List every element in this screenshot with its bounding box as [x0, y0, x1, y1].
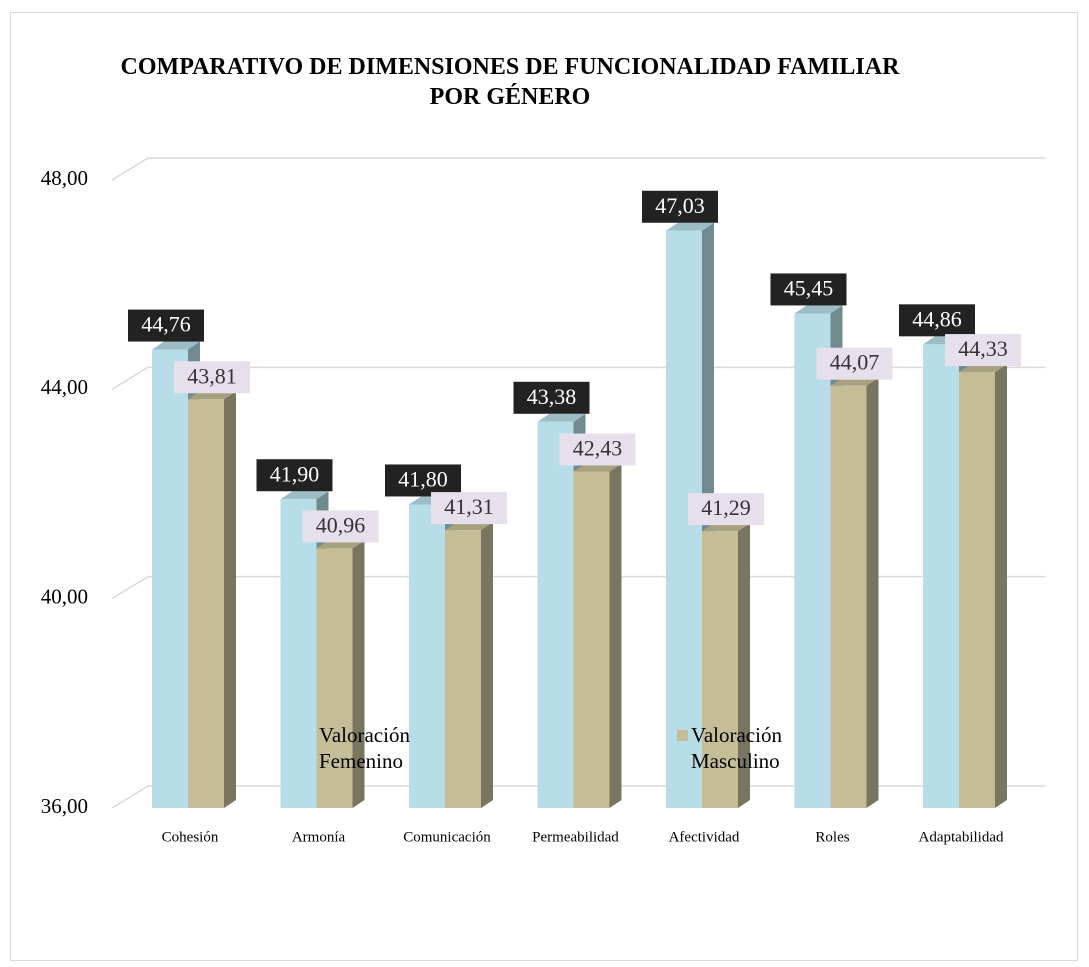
bar-side [352, 540, 365, 808]
bar [188, 391, 236, 808]
data-label: 44,76 [141, 312, 191, 337]
bar [702, 523, 750, 808]
bar-side [609, 463, 622, 808]
y-tick-label: 40,00 [41, 584, 88, 608]
bar-top [152, 341, 200, 350]
legend-label: Valoración Masculino [691, 723, 782, 773]
bar-front [152, 349, 188, 808]
data-label: 47,03 [655, 193, 705, 218]
bar-top [316, 540, 365, 549]
data-label-box [770, 273, 847, 306]
bar-top [280, 491, 329, 500]
data-label-box [174, 361, 250, 394]
data-label-box [688, 493, 764, 526]
bar-front [280, 499, 317, 808]
y-tick-label: 36,00 [41, 794, 88, 818]
x-tick-label: Roles [815, 829, 849, 845]
x-tick-label: Armonía [292, 829, 346, 845]
bar-front [409, 504, 445, 808]
x-tick-label: Adaptabilidad [919, 829, 1004, 845]
bar [445, 522, 493, 808]
x-tick-label: Afectividad [669, 829, 740, 845]
y-tick-label: 48,00 [41, 166, 88, 190]
x-tick-label: Cohesión [162, 829, 219, 845]
data-label: 41,29 [701, 495, 751, 520]
bar-top [666, 222, 714, 231]
data-label-box [513, 381, 590, 414]
bar-front [188, 399, 224, 808]
bar-top [537, 413, 586, 422]
legend-swatch [677, 730, 688, 741]
data-label: 40,96 [316, 512, 366, 537]
data-label: 42,43 [573, 436, 623, 461]
bar-front [830, 385, 867, 808]
chart-title: COMPARATIVO DE DIMENSIONES DE FUNCIONALI… [120, 54, 900, 110]
bar [316, 540, 365, 808]
data-label-box [302, 510, 379, 543]
data-label: 44,86 [912, 306, 962, 331]
data-label: 41,31 [444, 494, 494, 519]
bar-front [959, 372, 995, 808]
bar-side [224, 391, 236, 808]
data-label-box [559, 433, 636, 466]
legend-label: Valoración Femenino [319, 723, 410, 773]
data-label-box [899, 304, 975, 337]
data-label: 43,38 [527, 384, 577, 409]
bar [830, 377, 879, 808]
chart-border [10, 12, 1078, 961]
bar-side [866, 377, 879, 808]
data-label-box [431, 492, 507, 525]
bar-front [702, 531, 738, 808]
bar-front [923, 344, 959, 808]
data-label-box [128, 309, 204, 342]
bar [959, 364, 1007, 808]
grid-line [111, 157, 1045, 181]
bar [573, 463, 622, 808]
bar-side [481, 522, 493, 808]
data-label-box [816, 347, 893, 380]
data-label-box [642, 190, 718, 223]
data-label: 44,33 [958, 336, 1008, 361]
bar-side [995, 364, 1007, 808]
bar-front [573, 471, 610, 808]
data-label: 41,90 [270, 461, 320, 486]
x-tick-label: Comunicación [403, 829, 491, 845]
data-label-box [256, 459, 333, 492]
data-label: 44,07 [830, 350, 880, 375]
data-label: 41,80 [398, 467, 448, 492]
bar-front [537, 421, 574, 808]
data-label-box [945, 334, 1021, 367]
data-label-box [385, 464, 461, 497]
bar-front [794, 313, 831, 808]
bar-front [316, 548, 353, 808]
bar-top [794, 305, 843, 314]
x-tick-label: Permeabilidad [532, 829, 619, 845]
y-tick-label: 44,00 [41, 375, 88, 399]
bar-front [445, 530, 481, 808]
legend-swatch [305, 730, 316, 741]
bar-side [738, 523, 750, 808]
data-label: 45,45 [784, 275, 834, 300]
data-label: 43,81 [187, 363, 237, 388]
grid-line [111, 366, 1045, 390]
